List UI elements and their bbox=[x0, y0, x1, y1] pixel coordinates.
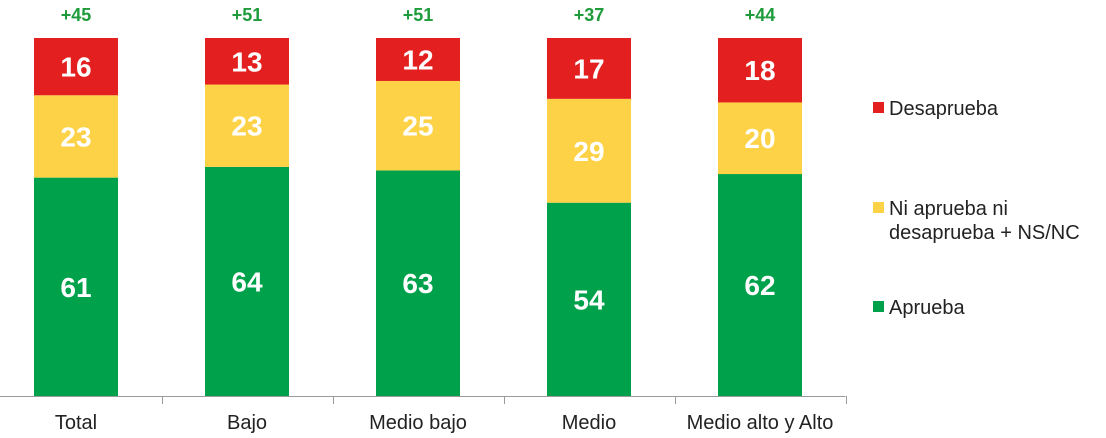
bar-desaprueba-medio bbox=[547, 38, 631, 99]
net-label-medio-alto-y-alto: +44 bbox=[745, 5, 776, 25]
data-label-desaprueba-total: 16 bbox=[60, 52, 91, 83]
bar-aprueba-medio-bajo bbox=[376, 170, 460, 396]
net-label-medio-bajo: +51 bbox=[403, 5, 434, 25]
bar-aprueba-bajo bbox=[205, 166, 289, 396]
bar-group-medio: 54 29 17 +37 bbox=[547, 5, 631, 396]
bar-aprueba-medio bbox=[547, 202, 631, 396]
data-label-desaprueba-medio: 17 bbox=[573, 53, 604, 84]
legend-swatch bbox=[873, 202, 884, 213]
bar-group-bajo: 64 23 13 +51 bbox=[205, 5, 289, 396]
bar-group-total: 61 23 16 +45 bbox=[34, 5, 118, 396]
data-label-ni-aprueba-ni-desaprueba-ns-nc-bajo: 23 bbox=[231, 111, 262, 142]
bar-group-medio-bajo: 63 25 12 +51 bbox=[376, 5, 460, 396]
x-tick-label-medio-alto-y-alto: Medio alto y Alto bbox=[687, 412, 834, 434]
data-label-aprueba-total: 61 bbox=[60, 272, 91, 303]
data-label-ni-aprueba-ni-desaprueba-ns-nc-medio-bajo: 25 bbox=[402, 111, 433, 142]
bar-ni-aprueba-ni-desaprueba-ns-nc-total bbox=[34, 95, 118, 178]
net-label-medio: +37 bbox=[574, 5, 605, 25]
legend-label: Ni aprueba ni bbox=[889, 198, 1008, 220]
net-label-total: +45 bbox=[61, 5, 92, 25]
legend-swatch bbox=[873, 102, 884, 113]
x-tick-label-total: Total bbox=[55, 412, 97, 434]
x-axis: Total Bajo Medio bajo Medio Medio alto y Alt… bbox=[0, 396, 847, 434]
bar-group-medio-alto-y-alto: 62 20 18 +44 bbox=[718, 5, 802, 396]
data-label-desaprueba-medio-alto-y-alto: 18 bbox=[744, 55, 775, 86]
data-label-aprueba-bajo: 64 bbox=[231, 266, 263, 297]
bar-desaprueba-medio-bajo bbox=[376, 38, 460, 81]
x-tick-label-medio-bajo: Medio bajo bbox=[369, 412, 467, 434]
bars-group: 61 23 16 +45 64 23 13 +51 63 25 12 +51 54 29 17 +37 62 20… bbox=[34, 5, 802, 396]
data-label-aprueba-medio-bajo: 63 bbox=[402, 268, 433, 299]
legend-label: Aprueba bbox=[889, 297, 965, 319]
bar-ni-aprueba-ni-desaprueba-ns-nc-medio bbox=[547, 98, 631, 203]
data-label-ni-aprueba-ni-desaprueba-ns-nc-medio: 29 bbox=[573, 136, 604, 167]
bar-aprueba-medio-alto-y-alto bbox=[718, 174, 802, 396]
legend-item-desaprueba: Desaprueba bbox=[873, 98, 999, 120]
bar-ni-aprueba-ni-desaprueba-ns-nc-bajo bbox=[205, 84, 289, 167]
legend-item-aprueba: Aprueba bbox=[873, 297, 965, 319]
legend-label: desaprueba + NS/NC bbox=[889, 222, 1080, 244]
bar-ni-aprueba-ni-desaprueba-ns-nc-medio-alto-y-alto bbox=[718, 102, 802, 175]
data-label-desaprueba-medio-bajo: 12 bbox=[402, 44, 433, 75]
data-label-ni-aprueba-ni-desaprueba-ns-nc-medio-alto-y-alto: 20 bbox=[744, 123, 775, 154]
net-label-bajo: +51 bbox=[232, 5, 263, 25]
x-tick-label-bajo: Bajo bbox=[227, 412, 267, 434]
data-label-ni-aprueba-ni-desaprueba-ns-nc-total: 23 bbox=[60, 121, 91, 152]
bar-desaprueba-bajo bbox=[205, 38, 289, 85]
bar-desaprueba-medio-alto-y-alto bbox=[718, 38, 802, 103]
bar-aprueba-total bbox=[34, 177, 118, 396]
data-label-aprueba-medio-alto-y-alto: 62 bbox=[744, 270, 775, 301]
data-label-aprueba-medio: 54 bbox=[573, 284, 605, 315]
bar-ni-aprueba-ni-desaprueba-ns-nc-medio-bajo bbox=[376, 80, 460, 171]
data-label-desaprueba-bajo: 13 bbox=[231, 46, 262, 77]
x-tick-label-medio: Medio bbox=[562, 412, 616, 434]
bar-desaprueba-total bbox=[34, 38, 118, 96]
legend-label: Desaprueba bbox=[889, 98, 999, 120]
legend-swatch bbox=[873, 301, 884, 312]
